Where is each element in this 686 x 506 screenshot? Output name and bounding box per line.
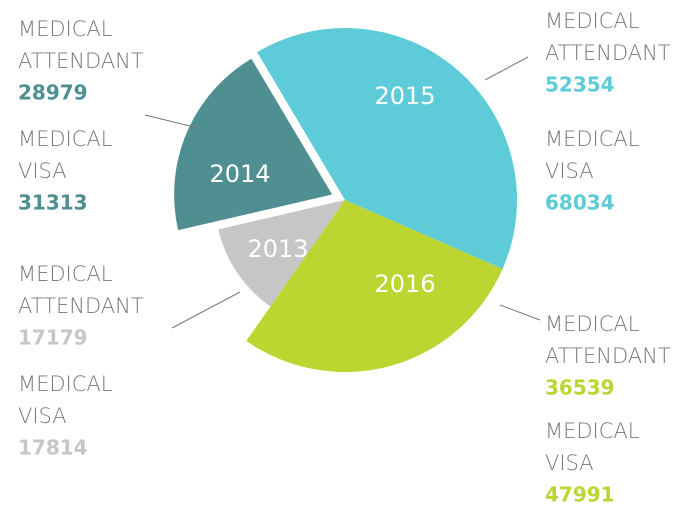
value-label: 31313 [18,191,88,215]
label-line: ATTENDANT [545,344,671,368]
series-label: MEDICAL VISA [545,419,640,475]
slice-label: 2014 [209,160,270,188]
label-line: ATTENDANT [545,41,671,65]
leader-line [499,304,541,321]
label-line: MEDICAL [545,419,640,443]
pie-slice [246,200,503,372]
label-line: VISA [545,451,594,475]
value-label: 28979 [18,81,88,105]
value-label: 17179 [18,326,88,350]
leader-line [484,56,529,81]
series-label: MEDICAL VISA [18,127,113,183]
label-line: MEDICAL [18,17,113,41]
slice-label: 2016 [374,270,435,298]
value-label: 52354 [545,73,615,97]
label-line: ATTENDANT [18,294,144,318]
series-label: MEDICAL ATTENDANT [545,9,671,65]
series-label: MEDICAL ATTENDANT [545,312,671,368]
pie-slice [174,58,333,231]
value-label: 36539 [545,376,615,400]
leader-line [171,291,241,329]
slice-label: 2013 [247,235,308,263]
series-label: MEDICAL VISA [18,372,113,428]
label-line: VISA [545,159,594,183]
label-line: MEDICAL [18,372,113,396]
label-line: VISA [18,404,67,428]
label-line: VISA [18,159,67,183]
value-label: 17814 [18,436,88,460]
label-line: MEDICAL [18,127,113,151]
pie-slice [257,28,517,269]
value-label: 47991 [545,483,615,506]
slice-label: 2015 [374,82,435,110]
series-label: MEDICAL VISA [545,127,640,183]
label-line: ATTENDANT [18,49,144,73]
leader-line [144,114,199,129]
series-label: MEDICAL ATTENDANT [18,262,144,318]
pie-slice [218,200,345,307]
label-line: MEDICAL [545,127,640,151]
label-line: MEDICAL [18,262,113,286]
value-label: 68034 [545,191,615,215]
label-line: MEDICAL [545,9,640,33]
label-line: MEDICAL [545,312,640,336]
series-label: MEDICAL ATTENDANT [18,17,144,73]
